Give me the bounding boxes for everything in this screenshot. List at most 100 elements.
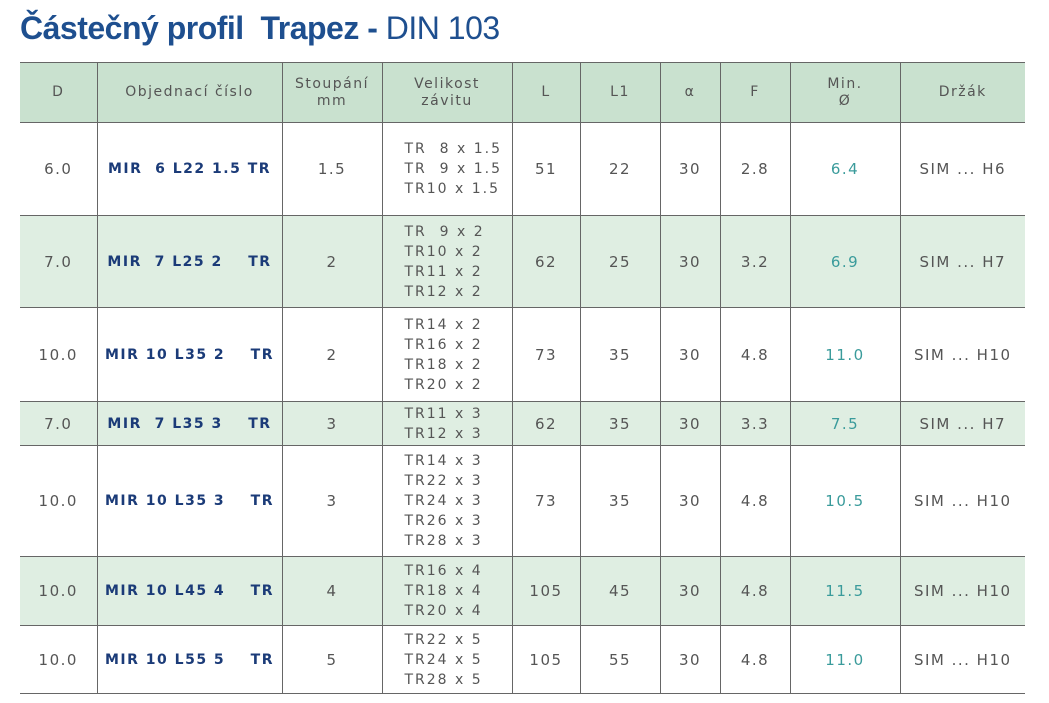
threads-cell: TR 8 x 1.5 TR 9 x 1.5 TR10 x 1.5 xyxy=(381,122,513,216)
thread-size: TR18 x 2 xyxy=(404,356,483,373)
threads-cell: TR16 x 4 TR18 x 4 TR20 x 4 xyxy=(381,556,513,626)
min-diameter: 11.0 xyxy=(789,307,901,402)
thread-size: TR 8 x 1.5 xyxy=(404,141,503,157)
l: 51 xyxy=(511,122,581,216)
table-row: 7.0 MIR 7 L35 3 TR 3 TR11 x 3 TR12 x 3 62 35 30… xyxy=(20,401,1025,446)
d: 10.0 xyxy=(20,625,98,694)
header-cell: Stoupání mm xyxy=(281,62,383,123)
holder: SIM ... H10 xyxy=(899,556,1025,626)
pitch: 3 xyxy=(281,401,383,446)
thread-size: TR10 x 2 xyxy=(404,243,483,260)
f: 4.8 xyxy=(719,625,791,694)
header-line: L1 xyxy=(610,84,630,100)
thread-size: TR18 x 4 xyxy=(404,583,483,599)
thread-size: TR12 x 3 xyxy=(404,425,483,442)
alpha: 30 xyxy=(659,122,721,216)
d: 6.0 xyxy=(20,122,98,216)
header-cell: L1 xyxy=(579,62,661,123)
order-code: MIR 7 L25 2 TR xyxy=(96,215,283,308)
header-line: Velikost xyxy=(414,75,480,92)
order-code: MIR 6 L22 1.5 TR xyxy=(96,122,283,216)
alpha: 30 xyxy=(659,215,721,308)
l1: 25 xyxy=(579,215,661,308)
min-diameter: 11.0 xyxy=(789,625,901,694)
order-code: MIR 10 L35 2 TR xyxy=(96,307,283,402)
pitch: 5 xyxy=(281,625,383,694)
f: 3.3 xyxy=(719,401,791,446)
threads-cell: TR22 x 5 TR24 x 5 TR28 x 5 xyxy=(381,625,513,694)
holder: SIM ... H10 xyxy=(899,307,1025,402)
d: 10.0 xyxy=(20,445,98,557)
f: 4.8 xyxy=(719,556,791,626)
l: 62 xyxy=(511,401,581,446)
header-line: D xyxy=(52,84,65,100)
threads-cell: TR14 x 2 TR16 x 2 TR18 x 2 TR20 x 2 xyxy=(381,307,513,402)
f: 4.8 xyxy=(719,445,791,557)
l: 105 xyxy=(511,556,581,626)
l1: 45 xyxy=(579,556,661,626)
thread-size: TR24 x 3 xyxy=(404,493,483,509)
header-cell: Min. Ø xyxy=(789,62,901,123)
thread-size: TR28 x 5 xyxy=(404,671,483,688)
pitch: 1.5 xyxy=(281,122,383,216)
pitch: 2 xyxy=(281,215,383,308)
thread-size: TR 9 x 2 xyxy=(404,223,485,240)
thread-size: TR26 x 3 xyxy=(404,513,483,529)
table: D Objednací číslo Stoupání mm Velikost závitu… xyxy=(20,62,1025,694)
l: 73 xyxy=(511,307,581,402)
d: 10.0 xyxy=(20,307,98,402)
title: Částečný profil Trapez - DIN 103 xyxy=(20,10,500,47)
pitch: 3 xyxy=(281,445,383,557)
header-line: α xyxy=(684,84,696,100)
thread-size: TR14 x 3 xyxy=(404,453,483,469)
header-cell: Držák xyxy=(899,62,1025,123)
holder: SIM ... H7 xyxy=(899,401,1025,446)
d: 7.0 xyxy=(20,215,98,308)
header-cell: α xyxy=(659,62,721,123)
d: 7.0 xyxy=(20,401,98,446)
thread-size: TR24 x 5 xyxy=(404,651,483,668)
alpha: 30 xyxy=(659,445,721,557)
header-line: mm xyxy=(316,92,348,109)
header-line: L xyxy=(541,84,551,100)
thread-size: TR 9 x 1.5 xyxy=(404,161,503,177)
header-line: Držák xyxy=(938,84,987,100)
header-cell: L xyxy=(511,62,581,123)
holder: SIM ... H6 xyxy=(899,122,1025,216)
thread-size: TR14 x 2 xyxy=(404,316,483,333)
alpha: 30 xyxy=(659,556,721,626)
f: 3.2 xyxy=(719,215,791,308)
l1: 22 xyxy=(579,122,661,216)
order-code: MIR 10 L45 4 TR xyxy=(96,556,283,626)
header-cell: D xyxy=(20,62,98,123)
table-row: 10.0 MIR 10 L35 2 TR 2 TR14 x 2 TR16 x 2 TR18… xyxy=(20,307,1025,402)
threads-cell: TR11 x 3 TR12 x 3 xyxy=(381,401,513,446)
table-row: 7.0 MIR 7 L25 2 TR 2 TR 9 x 2 TR10 x 2 TR11 x… xyxy=(20,215,1025,308)
pitch: 4 xyxy=(281,556,383,626)
order-code: MIR 7 L35 3 TR xyxy=(96,401,283,446)
pitch: 2 xyxy=(281,307,383,402)
order-code: MIR 10 L55 5 TR xyxy=(96,625,283,694)
min-diameter: 6.9 xyxy=(789,215,901,308)
table-row: 10.0 MIR 10 L45 4 TR 4 TR16 x 4 TR18 x 4 TR20… xyxy=(20,556,1025,626)
table-row: 10.0 MIR 10 L35 3 TR 3 TR14 x 3 TR22 x 3 TR24… xyxy=(20,445,1025,557)
min-diameter: 11.5 xyxy=(789,556,901,626)
holder: SIM ... H10 xyxy=(899,445,1025,557)
header-line: Objednací číslo xyxy=(125,84,254,100)
l: 62 xyxy=(511,215,581,308)
table-row: 10.0 MIR 10 L55 5 TR 5 TR22 x 5 TR24 x 5 TR28… xyxy=(20,625,1025,694)
l: 105 xyxy=(511,625,581,694)
min-diameter: 6.4 xyxy=(789,122,901,216)
l1: 35 xyxy=(579,401,661,446)
thread-size: TR28 x 3 xyxy=(404,533,483,549)
table-row: 6.0 MIR 6 L22 1.5 TR 1.5 TR 8 x 1.5 TR 9 x 1… xyxy=(20,122,1025,216)
header-line: Stoupání xyxy=(294,75,370,92)
thread-size: TR16 x 4 xyxy=(404,563,483,579)
f: 4.8 xyxy=(719,307,791,402)
header-cell: Objednací číslo xyxy=(96,62,283,123)
l1: 55 xyxy=(579,625,661,694)
header-cell: F xyxy=(719,62,791,123)
thread-size: TR10 x 1.5 xyxy=(404,181,501,197)
l1: 35 xyxy=(579,445,661,557)
